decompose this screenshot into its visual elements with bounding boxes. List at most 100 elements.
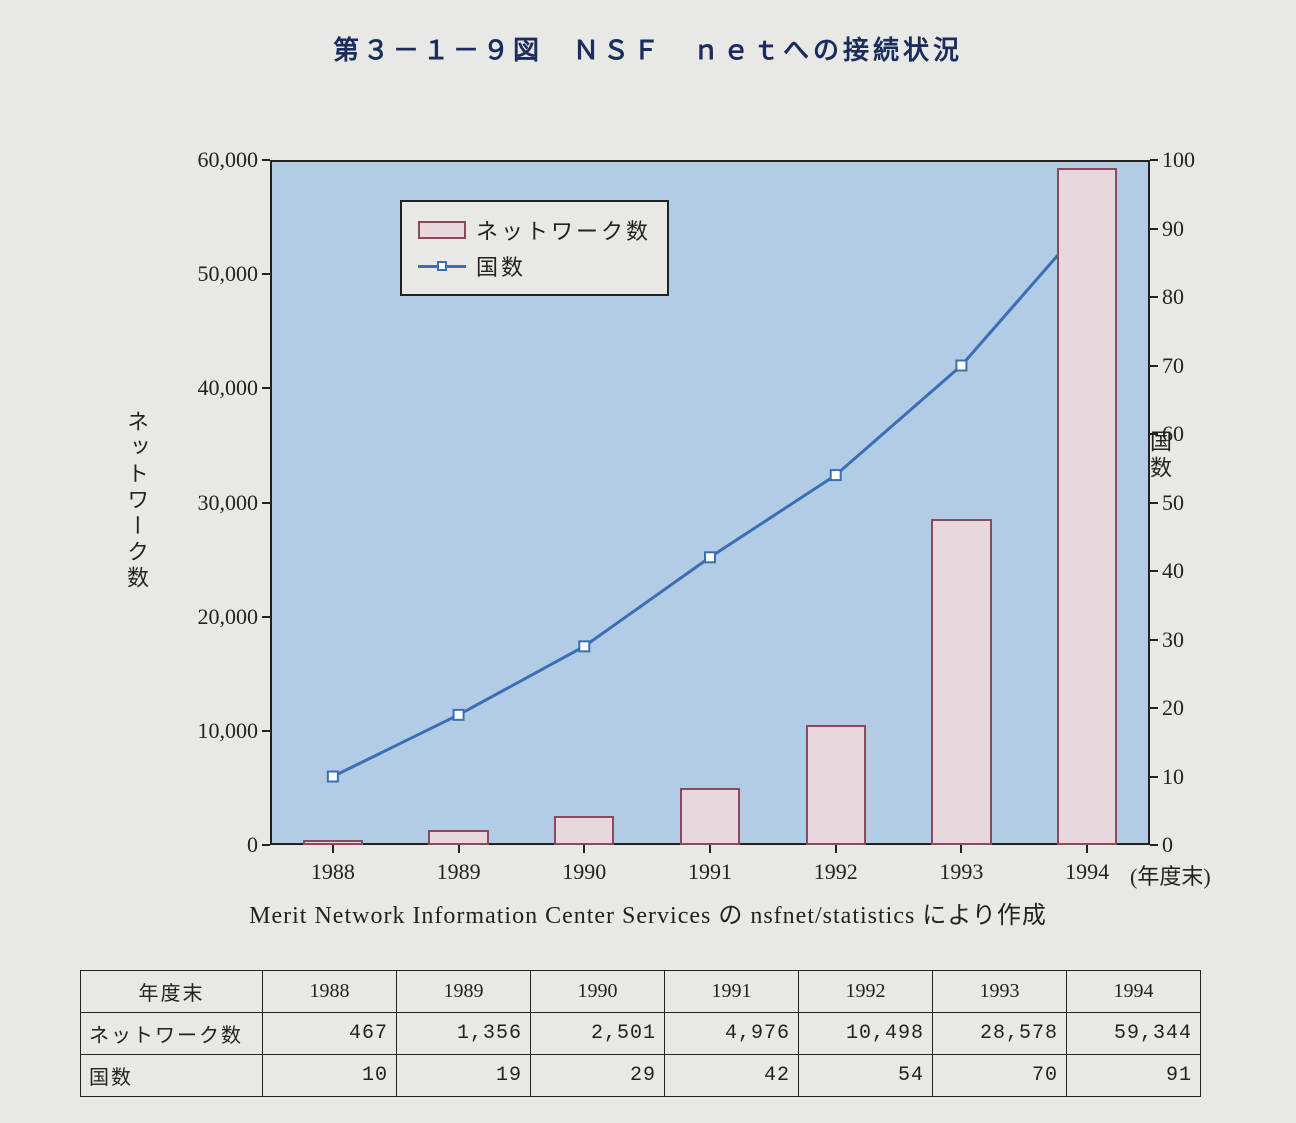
legend-line-label: 国数 <box>476 250 526 282</box>
x-tick-label: 1992 <box>814 859 858 885</box>
table-row: ネットワーク数4671,3562,5014,97610,49828,57859,… <box>81 1013 1201 1055</box>
x-tick-mark <box>583 845 585 853</box>
table-cell: 59,344 <box>1067 1013 1201 1055</box>
y-left-tick-mark <box>262 502 270 504</box>
table-cell: 467 <box>263 1013 397 1055</box>
bar <box>680 788 740 845</box>
y-right-tick-label: 80 <box>1162 284 1184 310</box>
table-cell: 54 <box>799 1055 933 1097</box>
x-tick-mark <box>1086 845 1088 853</box>
y-right-tick-label: 20 <box>1162 695 1184 721</box>
chart-plot: ネットワーク数 国数 (年度末) 010,00020,00030,00040,0… <box>270 160 1150 845</box>
line-marker <box>705 552 715 562</box>
bar <box>554 816 614 845</box>
table-column-header: 1994 <box>1067 971 1201 1013</box>
x-tick-mark <box>709 845 711 853</box>
y-right-tick-mark <box>1150 296 1158 298</box>
x-tick-label: 1989 <box>437 859 481 885</box>
table-column-header: 1988 <box>263 971 397 1013</box>
y-left-tick-mark <box>262 730 270 732</box>
bar <box>931 519 991 845</box>
y-left-tick-label: 20,000 <box>198 604 259 630</box>
legend-item-bar: ネットワーク数 <box>418 214 651 246</box>
line-marker <box>454 710 464 720</box>
table-column-header: 1993 <box>933 971 1067 1013</box>
y-left-tick-mark <box>262 159 270 161</box>
y-right-tick-label: 50 <box>1162 490 1184 516</box>
y-right-tick-mark <box>1150 365 1158 367</box>
y-right-tick-label: 70 <box>1162 353 1184 379</box>
x-tick-label: 1994 <box>1065 859 1109 885</box>
table-row-header: ネットワーク数 <box>81 1013 263 1055</box>
table-cell: 91 <box>1067 1055 1201 1097</box>
y-left-axis-label: ネットワーク数 <box>120 410 152 592</box>
table-cell: 19 <box>397 1055 531 1097</box>
x-tick-label: 1988 <box>311 859 355 885</box>
y-right-tick-label: 40 <box>1162 558 1184 584</box>
table-cell: 42 <box>665 1055 799 1097</box>
y-right-tick-label: 100 <box>1162 147 1195 173</box>
line-marker <box>328 772 338 782</box>
legend-item-line: 国数 <box>418 250 651 282</box>
legend-bar-label: ネットワーク数 <box>476 214 651 246</box>
y-right-tick-label: 60 <box>1162 421 1184 447</box>
table-row-header: 国数 <box>81 1055 263 1097</box>
y-right-tick-mark <box>1150 502 1158 504</box>
y-left-tick-label: 50,000 <box>198 261 259 287</box>
legend-bar-swatch <box>418 221 466 239</box>
y-right-tick-label: 90 <box>1162 216 1184 242</box>
line-marker <box>579 641 589 651</box>
legend-line-swatch <box>418 257 466 275</box>
line-marker <box>831 470 841 480</box>
y-left-tick-mark <box>262 273 270 275</box>
y-right-tick-mark <box>1150 228 1158 230</box>
y-right-tick-mark <box>1150 570 1158 572</box>
table-column-header: 1990 <box>531 971 665 1013</box>
table-cell: 2,501 <box>531 1013 665 1055</box>
y-left-tick-label: 30,000 <box>198 490 259 516</box>
x-tick-label: 1993 <box>939 859 983 885</box>
x-axis-unit-label: (年度末) <box>1130 859 1211 891</box>
bar <box>303 840 363 845</box>
y-left-tick-mark <box>262 387 270 389</box>
x-tick-label: 1991 <box>688 859 732 885</box>
bar <box>428 830 488 845</box>
y-left-tick-label: 40,000 <box>198 375 259 401</box>
x-tick-mark <box>960 845 962 853</box>
table-column-header: 1992 <box>799 971 933 1013</box>
y-right-tick-label: 0 <box>1162 832 1173 858</box>
source-note: Merit Network Information Center Service… <box>0 895 1296 930</box>
chart-title: 第３－１－９図 ＮＳＦ ｎｅｔへの接続状況 <box>0 0 1296 67</box>
y-left-tick-label: 0 <box>247 832 258 858</box>
table-cell: 28,578 <box>933 1013 1067 1055</box>
y-right-tick-mark <box>1150 433 1158 435</box>
y-right-tick-mark <box>1150 776 1158 778</box>
y-right-tick-label: 10 <box>1162 764 1184 790</box>
table-cell: 1,356 <box>397 1013 531 1055</box>
x-tick-label: 1990 <box>562 859 606 885</box>
line-marker <box>956 361 966 371</box>
table-row: 国数10192942547091 <box>81 1055 1201 1097</box>
table-cell: 10,498 <box>799 1013 933 1055</box>
y-left-tick-label: 60,000 <box>198 147 259 173</box>
data-table: 年度末1988198919901991199219931994ネットワーク数46… <box>80 970 1201 1097</box>
y-right-tick-mark <box>1150 844 1158 846</box>
x-tick-mark <box>332 845 334 853</box>
table-column-header: 1991 <box>665 971 799 1013</box>
y-right-tick-mark <box>1150 707 1158 709</box>
y-left-tick-mark <box>262 844 270 846</box>
chart-area: ネットワーク数 国数 ネットワーク数 国数 (年度末) 010,00020,00… <box>100 80 1180 820</box>
bar <box>806 725 866 845</box>
table-cell: 29 <box>531 1055 665 1097</box>
bar <box>1057 168 1117 846</box>
y-right-tick-label: 30 <box>1162 627 1184 653</box>
chart-legend: ネットワーク数 国数 <box>400 200 669 296</box>
table-cell: 10 <box>263 1055 397 1097</box>
y-right-tick-mark <box>1150 639 1158 641</box>
table-row: 年度末1988198919901991199219931994 <box>81 971 1201 1013</box>
legend-line-marker <box>437 261 447 271</box>
table-cell: 4,976 <box>665 1013 799 1055</box>
y-left-tick-label: 10,000 <box>198 718 259 744</box>
y-left-tick-mark <box>262 616 270 618</box>
table-cell: 70 <box>933 1055 1067 1097</box>
